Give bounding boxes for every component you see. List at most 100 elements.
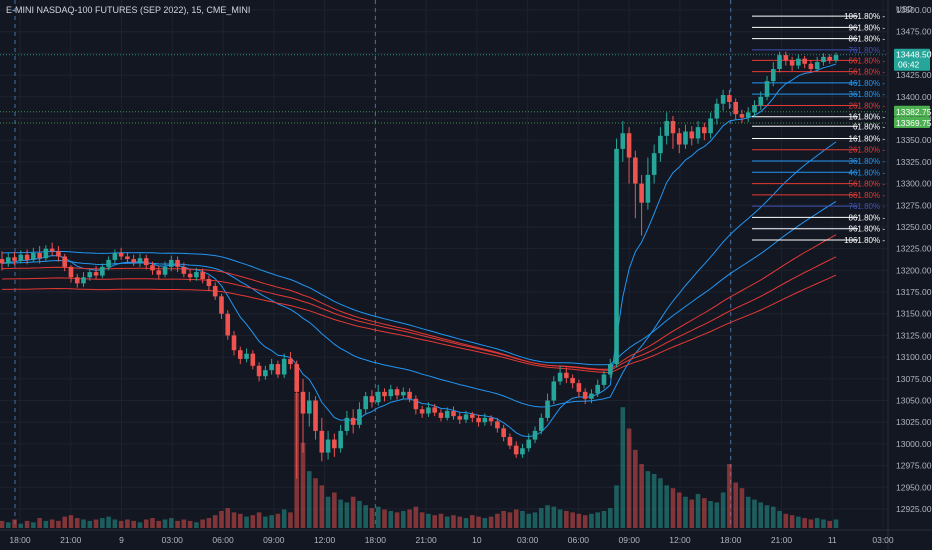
- volume-bar: [758, 502, 764, 528]
- volume-bar: [112, 519, 118, 528]
- time-axis[interactable]: 18:00 21:00 9 03:00 06:00 09:00 12:00 18:00 21:0…: [9, 535, 894, 545]
- candle-body: [118, 252, 124, 257]
- fib-level-label: 661.80% -: [849, 191, 886, 200]
- volume-bar: [695, 493, 701, 528]
- volume-bar: [476, 516, 481, 528]
- volume-bar: [194, 522, 199, 528]
- volume-bar: [344, 502, 350, 528]
- volume-bar: [382, 509, 387, 528]
- candle-body: [100, 266, 105, 276]
- volume-bar: [419, 512, 425, 528]
- candle-body: [495, 421, 500, 429]
- candle-body: [758, 96, 764, 106]
- volume-bar: [513, 509, 519, 528]
- candle-body: [87, 272, 93, 278]
- volume-bar: [457, 516, 463, 528]
- volume-bar: [557, 509, 563, 528]
- candle-body: [789, 60, 795, 66]
- fibonacci-extension-levels: 1061.80% -961.80% -861.80% -761.80% -661…: [752, 12, 885, 245]
- volume-bar: [702, 498, 707, 528]
- volume-bar: [545, 505, 550, 528]
- candle-body: [413, 398, 419, 410]
- volume-bar: [639, 464, 644, 528]
- volume-bar: [764, 505, 770, 528]
- candle-body: [513, 445, 519, 455]
- volume-bar: [43, 520, 49, 528]
- price-tick-label: 13425.00: [896, 70, 932, 80]
- volume-bar: [670, 488, 676, 528]
- candle-body: [426, 407, 431, 414]
- candle-body: [150, 265, 155, 271]
- fib-level-label: 761.80% -: [849, 46, 886, 55]
- volume-bar: [169, 518, 174, 528]
- volume-bar: [520, 510, 525, 528]
- candle-body: [300, 391, 306, 414]
- time-tick-label: 21:00: [771, 535, 793, 545]
- ema-red-line-2: [1, 256, 837, 371]
- candle-body: [833, 55, 839, 61]
- volume-bar: [720, 492, 726, 528]
- candle-body: [219, 296, 224, 314]
- volume-bar: [532, 512, 538, 528]
- candle-body: [808, 63, 814, 70]
- candle-body: [12, 257, 17, 261]
- volume-bar: [689, 499, 695, 528]
- candle-body: [49, 248, 55, 252]
- candle-body: [363, 396, 368, 410]
- volume-bar: [125, 519, 130, 528]
- candle-body: [777, 55, 782, 70]
- volume-bar: [833, 519, 839, 528]
- volume-bar: [137, 522, 143, 528]
- candle-body: [639, 183, 644, 203]
- candle-body: [670, 121, 676, 134]
- candle-body: [633, 157, 638, 184]
- volume-bar: [225, 508, 231, 528]
- volume-bar: [106, 516, 111, 528]
- volume-bar: [250, 515, 256, 528]
- volume-bar: [463, 518, 469, 528]
- time-tick-label: 09:00: [263, 535, 285, 545]
- volume-bar: [645, 471, 651, 528]
- price-tick-label: 13025.00: [896, 417, 932, 427]
- price-tick-label: 13400.00: [896, 92, 932, 102]
- candle-body: [43, 248, 49, 259]
- volume-bar: [733, 482, 738, 528]
- volume-bar: [570, 512, 575, 528]
- volume-bar: [187, 520, 193, 528]
- candle-body: [557, 372, 563, 382]
- candle-body: [576, 383, 582, 392]
- candle-body: [727, 95, 732, 102]
- volume-bar: [319, 485, 325, 528]
- volume-bar: [357, 501, 362, 528]
- volume-bar: [118, 520, 124, 528]
- volume-bar: [131, 520, 136, 528]
- candle-body: [375, 391, 381, 403]
- time-tick-label: 21:00: [60, 535, 82, 545]
- volume-bar: [24, 520, 30, 528]
- price-axis[interactable]: 13500.0013475.0013450.0013425.0013400.00…: [896, 5, 932, 514]
- time-tick-label: 03:00: [162, 535, 184, 545]
- volume-bar: [156, 520, 162, 528]
- volume-bar: [394, 512, 400, 528]
- candle-body: [708, 118, 713, 134]
- volume-bar: [256, 512, 262, 528]
- volume-bar: [451, 515, 456, 528]
- candle-body: [589, 393, 594, 399]
- volume-bar: [74, 518, 80, 528]
- volume-bar: [789, 515, 795, 528]
- symbol-title[interactable]: E-MINI NASDAQ-100 FUTURES (SEP 2022), 15…: [6, 5, 251, 15]
- volume-bar: [664, 485, 669, 528]
- volume-bar: [626, 428, 632, 528]
- candle-body: [714, 103, 720, 119]
- candle-body: [37, 252, 42, 259]
- candle-body: [344, 417, 350, 431]
- candle-body: [645, 174, 651, 203]
- candle-body: [143, 258, 149, 266]
- volume-bar: [770, 506, 776, 528]
- volume-bar: [269, 515, 274, 528]
- volume-bar: [87, 520, 93, 528]
- ema-red-line-1: [1, 234, 837, 370]
- time-tick-label: 11: [828, 535, 837, 545]
